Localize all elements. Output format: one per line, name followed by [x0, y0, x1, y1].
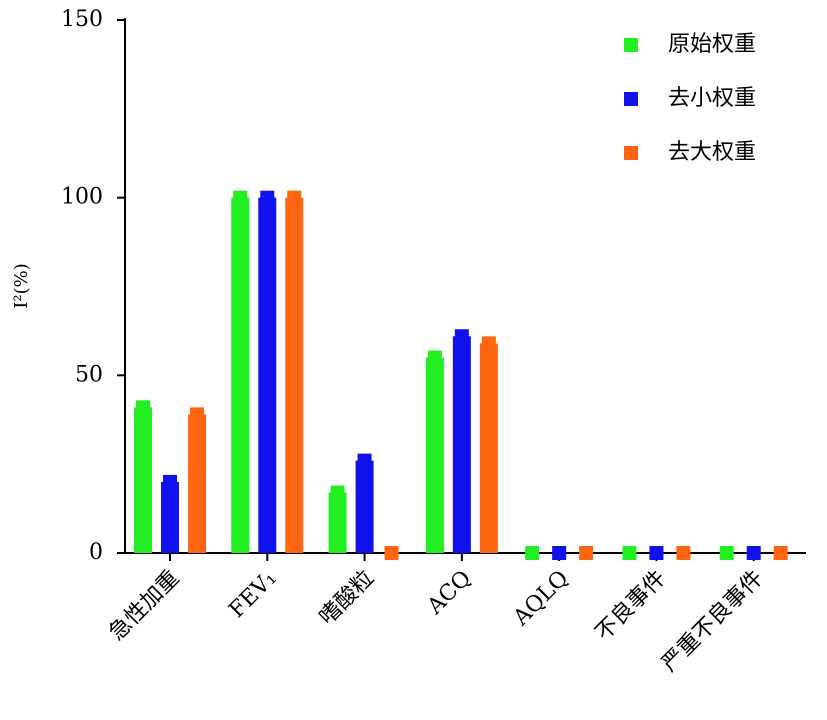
- bar-marker: [579, 546, 594, 560]
- legend-marker: [624, 38, 638, 52]
- bar-marker: [190, 407, 204, 422]
- bar-marker: [525, 546, 540, 560]
- bar-marker: [454, 329, 469, 344]
- legend-label: 原始权重: [668, 32, 756, 57]
- bar: [328, 492, 347, 553]
- bar: [188, 414, 206, 553]
- bar-marker: [622, 546, 637, 560]
- y-tick-label: 100: [61, 185, 103, 210]
- bar-marker: [649, 546, 664, 560]
- bar-marker: [330, 485, 345, 500]
- y-tick-label: 150: [61, 7, 103, 32]
- bar: [425, 357, 444, 553]
- bar-marker: [719, 546, 734, 560]
- x-tick-label: ACQ: [422, 566, 476, 620]
- y-tick-label: 0: [89, 540, 103, 565]
- x-tick-label: AQLQ: [508, 566, 573, 631]
- x-tick-label: 急性加重: [105, 566, 185, 646]
- legend-marker: [624, 92, 638, 106]
- y-axis-label: I²(%): [11, 263, 32, 308]
- bar-marker: [773, 546, 788, 560]
- bar: [231, 197, 250, 553]
- bar-marker: [746, 546, 761, 560]
- bar: [355, 460, 374, 553]
- x-tick-label: 嗜酸粒: [315, 566, 379, 630]
- bar-marker: [384, 546, 399, 560]
- x-tick-label: FEV₁: [224, 566, 281, 623]
- bar: [285, 197, 304, 553]
- legend-label: 去大权重: [668, 140, 756, 165]
- bar: [452, 336, 471, 553]
- bar-marker: [357, 453, 372, 468]
- x-tick-label: 不良事件: [591, 566, 671, 646]
- bar-marker: [481, 336, 496, 351]
- bar-marker: [287, 190, 302, 205]
- bar-marker: [676, 546, 691, 560]
- legend-label: 去小权重: [668, 86, 756, 111]
- legend-marker: [624, 146, 638, 160]
- x-tick-label: 严重不良事件: [657, 566, 768, 677]
- bar: [161, 481, 179, 553]
- bar: [258, 197, 277, 553]
- y-tick-label: 50: [75, 362, 103, 387]
- bar-marker: [136, 400, 150, 415]
- bar: [134, 407, 152, 553]
- bar-marker: [233, 190, 248, 205]
- bar-marker: [427, 350, 442, 365]
- bar-marker: [163, 474, 177, 489]
- bar-marker: [260, 190, 275, 205]
- bar-marker: [552, 546, 567, 560]
- bar: [479, 343, 498, 553]
